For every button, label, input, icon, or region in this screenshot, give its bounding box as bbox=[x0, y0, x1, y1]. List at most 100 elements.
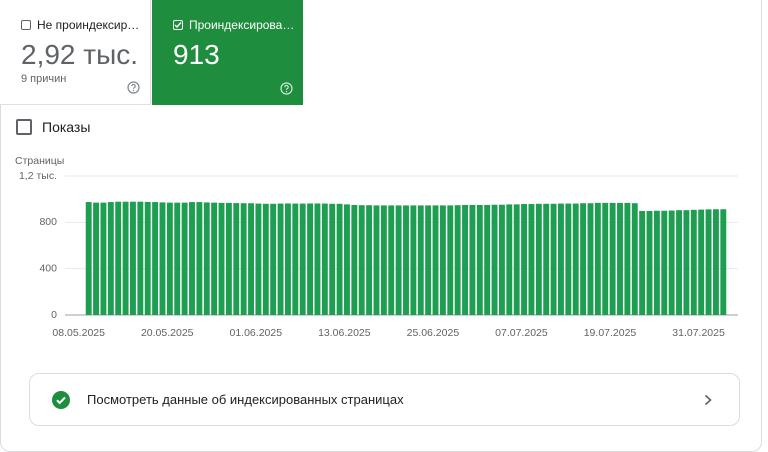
x-tick-label: 20.05.2025 bbox=[141, 327, 194, 339]
bar bbox=[93, 202, 100, 315]
not-indexed-card[interactable]: Не проиндексир… 2,92 тыс. 9 причин bbox=[0, 0, 151, 105]
bar bbox=[712, 209, 719, 315]
bar bbox=[314, 203, 321, 315]
checkbox[interactable] bbox=[21, 20, 31, 30]
card-sub: 9 причин bbox=[21, 73, 67, 85]
bar bbox=[358, 205, 365, 315]
bar bbox=[624, 202, 631, 315]
bar bbox=[248, 203, 254, 315]
bar bbox=[403, 205, 409, 315]
bar bbox=[395, 205, 402, 315]
bar bbox=[115, 201, 122, 315]
card-value: 2,92 тыс. bbox=[21, 39, 139, 70]
bar bbox=[233, 203, 240, 315]
bar bbox=[189, 202, 195, 315]
help-icon[interactable] bbox=[127, 81, 140, 94]
bar bbox=[594, 202, 601, 315]
bar bbox=[617, 202, 623, 315]
x-tick-label: 13.06.2025 bbox=[318, 327, 371, 339]
bar bbox=[284, 203, 291, 315]
card-label: Проиндексирова… bbox=[189, 18, 295, 32]
toggle-label: Показы bbox=[42, 119, 91, 135]
bar bbox=[484, 204, 491, 315]
bar bbox=[447, 205, 454, 315]
bar bbox=[572, 203, 579, 315]
bar bbox=[491, 204, 498, 315]
y-tick-label: 800 bbox=[39, 216, 57, 228]
bar bbox=[668, 210, 675, 315]
bar bbox=[174, 202, 181, 315]
bar bbox=[425, 205, 432, 315]
bar bbox=[587, 203, 594, 315]
bar bbox=[432, 205, 439, 315]
x-tick-label: 25.06.2025 bbox=[407, 327, 460, 339]
bar bbox=[639, 210, 646, 315]
bar bbox=[307, 203, 314, 315]
bar bbox=[100, 202, 107, 315]
bar bbox=[705, 209, 712, 315]
card-label: Не проиндексир… bbox=[37, 18, 140, 32]
bar bbox=[203, 202, 210, 315]
bar bbox=[240, 203, 247, 315]
bar bbox=[439, 205, 446, 315]
bar bbox=[609, 202, 616, 315]
bar bbox=[469, 204, 476, 315]
bar bbox=[535, 203, 542, 315]
x-tick-label: 19.07.2025 bbox=[584, 327, 637, 339]
bar bbox=[329, 203, 336, 315]
bar bbox=[211, 202, 218, 315]
bar bbox=[631, 203, 638, 315]
bar bbox=[344, 204, 350, 315]
bar bbox=[543, 203, 550, 315]
bar bbox=[676, 210, 682, 315]
x-tick-label: 08.05.2025 bbox=[52, 327, 105, 339]
bar bbox=[462, 204, 468, 315]
bar bbox=[602, 202, 609, 315]
chevron bbox=[704, 394, 712, 405]
bar bbox=[366, 205, 373, 315]
checkbox[interactable] bbox=[16, 119, 32, 135]
impressions-toggle[interactable]: Показы bbox=[16, 119, 90, 135]
bar bbox=[137, 201, 144, 315]
indexed-card[interactable]: Проиндексирова… 913 bbox=[152, 0, 303, 105]
bar bbox=[380, 205, 387, 315]
bar bbox=[85, 202, 92, 315]
help-icon[interactable] bbox=[280, 82, 293, 95]
bar bbox=[454, 205, 461, 315]
bar bbox=[417, 205, 424, 315]
bar bbox=[181, 202, 188, 315]
chart: Страницы 0 400 800 1,2 тыс. 08.05.2025 20.05.… bbox=[15, 155, 738, 339]
bar bbox=[336, 203, 343, 315]
bar bbox=[130, 201, 136, 315]
checkbox[interactable] bbox=[173, 20, 183, 30]
bar bbox=[506, 204, 513, 315]
x-tick-label: 01.06.2025 bbox=[230, 327, 283, 339]
bar bbox=[262, 203, 269, 315]
bar bbox=[225, 202, 232, 315]
bar bbox=[292, 203, 299, 315]
bar bbox=[218, 202, 225, 315]
y-tick-label: 1,2 тыс. bbox=[19, 170, 57, 182]
bar bbox=[720, 209, 727, 315]
bar bbox=[196, 202, 203, 315]
bar bbox=[152, 202, 159, 315]
y-tick-label: 400 bbox=[39, 262, 57, 274]
bar bbox=[410, 205, 417, 315]
bar bbox=[107, 202, 114, 315]
view-indexed-link[interactable]: Посмотреть данные об индексированных стр… bbox=[29, 373, 740, 426]
bar bbox=[373, 205, 380, 315]
y-axis-label: Страницы bbox=[15, 155, 64, 167]
bar bbox=[321, 203, 328, 315]
bar bbox=[513, 204, 520, 315]
bar bbox=[550, 203, 557, 315]
x-tick-label: 31.07.2025 bbox=[672, 327, 725, 339]
bar bbox=[255, 203, 262, 315]
x-tick-label: 07.07.2025 bbox=[495, 327, 548, 339]
bar bbox=[521, 204, 528, 315]
bar bbox=[698, 209, 705, 315]
link-text: Посмотреть данные об индексированных стр… bbox=[87, 392, 404, 407]
bar bbox=[565, 203, 572, 315]
bar bbox=[277, 203, 284, 315]
bar bbox=[653, 210, 660, 315]
